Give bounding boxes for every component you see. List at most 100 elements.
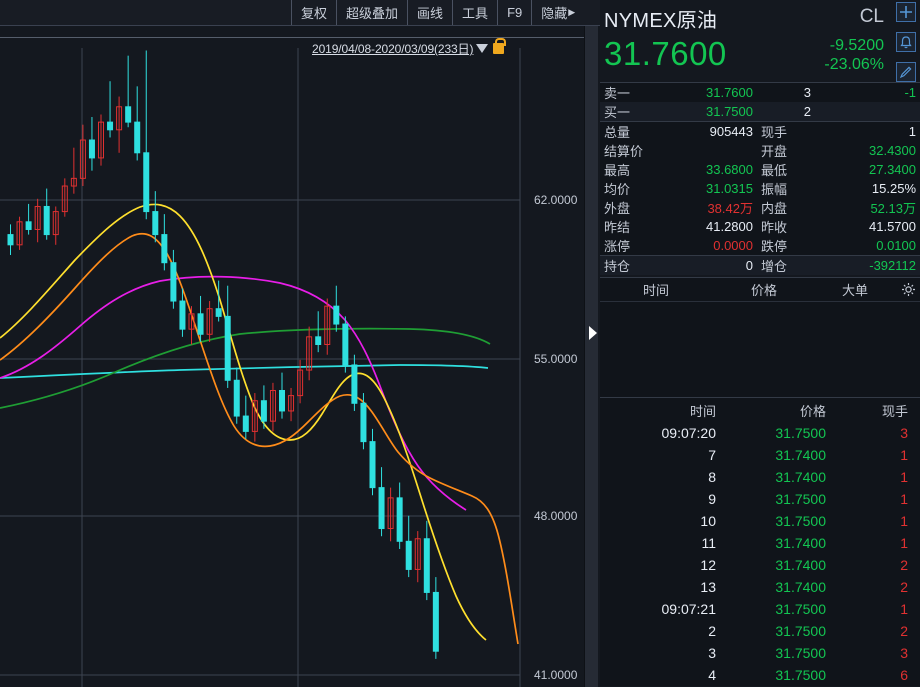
tick-volume: 1 [900, 447, 908, 463]
row-label-2: 昨收 [761, 220, 788, 235]
candle-body [170, 262, 177, 302]
candle-body [152, 211, 159, 236]
column-header-time: 时间 [689, 403, 716, 419]
row-value-2: 0.0100 [876, 238, 916, 253]
row-value-2: 41.5700 [869, 219, 916, 234]
row-value-2 [815, 102, 920, 122]
tick-volume: 3 [900, 425, 908, 441]
candle-body [324, 305, 331, 345]
tick-time: 7 [708, 447, 716, 463]
y-axis-label-3: 41.0000 [534, 668, 578, 682]
tick-time: 11 [701, 535, 716, 551]
ma-line-yellow [0, 203, 487, 641]
candle-body [43, 205, 50, 236]
toolbar-item-f9[interactable]: F9 [498, 0, 533, 25]
ma-line-orange [0, 232, 519, 645]
toolbar-item-fuquan[interactable]: 复权 [292, 0, 338, 25]
row-value-2: 27.3400 [869, 162, 916, 177]
toolbar-item-tools[interactable]: 工具 [453, 0, 499, 25]
row-label-2: 开盘 [761, 144, 788, 159]
ma-line-cyan [0, 364, 489, 379]
panel-splitter[interactable] [584, 26, 598, 687]
add-icon[interactable] [896, 2, 916, 22]
tick-row: 12 31.7400 2 [600, 554, 920, 576]
tick-time: 9 [708, 491, 716, 507]
tick-rows-container: 09:07:20 31.7500 3 7 31.7400 1 8 31.7400 1 9 31.75… [600, 422, 920, 686]
tick-list-header: 时间 价格 现手 [600, 398, 920, 422]
chart-panel[interactable]: 2019/04/08-2020/03/09(233日) [0, 26, 598, 687]
tick-list[interactable]: 时间 价格 现手 09:07:20 31.7500 3 7 31.7400 1 8 31.74… [600, 397, 920, 686]
chevron-down-icon[interactable] [476, 44, 489, 53]
candle-body [242, 415, 249, 432]
candle-body [107, 121, 114, 131]
date-range-selector[interactable]: 2019/04/08-2020/03/09(233日) [312, 38, 507, 57]
expand-right-icon[interactable] [589, 326, 597, 340]
instrument-code: CL [859, 6, 884, 27]
ma-lines [0, 203, 519, 645]
candle-body [197, 313, 204, 335]
row-label-2: 振幅 [761, 182, 788, 197]
edit-pencil-icon[interactable] [896, 62, 916, 82]
alarm-bell-icon[interactable] [896, 32, 916, 52]
row-value-2: 52.13万 [870, 201, 916, 216]
candlesticks [7, 50, 439, 659]
candle-body [360, 402, 367, 443]
tick-price: 31.7500 [775, 667, 826, 683]
table-row-ask1: 卖一 31.7600 3 -1 [600, 82, 920, 102]
candle-body [143, 152, 150, 213]
toolbar-item-label: 画线 [417, 6, 444, 21]
candle-body [88, 139, 95, 159]
candle-body [134, 121, 141, 154]
instrument-name: NYMEX原油 [604, 10, 718, 32]
row-value-2: 1 [908, 124, 916, 139]
tick-row: 09:07:21 31.7500 1 [600, 598, 920, 620]
tick-volume: 1 [900, 535, 908, 551]
tick-price: 31.7500 [775, 513, 826, 529]
tick-price: 31.7500 [775, 491, 826, 507]
row-label: 持仓 [604, 259, 631, 274]
candle-body [396, 497, 403, 542]
panel-action-icons [896, 2, 918, 92]
row-label-2: 2 [803, 104, 811, 119]
toolbar-item-superoverlay[interactable]: 超级叠加 [337, 0, 409, 25]
table-row-open-interest: 持仓 0 增仓 -392112 [600, 255, 920, 275]
chart-svg [0, 48, 521, 687]
row-label: 买一 [604, 105, 631, 120]
candle-body [306, 336, 313, 371]
gear-icon[interactable] [901, 282, 916, 300]
candle-body [98, 121, 104, 159]
candle-body [233, 379, 240, 417]
toolbar-item-hide[interactable]: 隐藏 ▶ [532, 0, 584, 25]
candle-body [215, 308, 222, 317]
candle-body [161, 234, 168, 264]
table-row-limit-up-down: 涨停 0.0000 跌停 0.0100 [600, 236, 920, 256]
last-price: 31.7600 [604, 35, 727, 72]
row-value: 31.0315 [706, 181, 753, 196]
tick-time: 09:07:21 [661, 601, 717, 617]
tick-volume: 1 [900, 469, 908, 485]
tick-row: 7 31.7400 1 [600, 444, 920, 466]
row-value: 905443 [709, 124, 753, 139]
candle-body [405, 540, 412, 570]
big-orders-panel[interactable]: 时间 价格 大单 [600, 277, 920, 397]
row-value: 31.7600 [706, 85, 753, 100]
lock-icon[interactable] [493, 38, 507, 54]
y-axis-label-0: 62.0000 [534, 193, 578, 207]
quote-panel: NYMEX原油 CL 31.7600 -9.5200 -23.06% [600, 0, 920, 687]
y-axis-label-2: 48.0000 [534, 509, 578, 523]
column-header-price: 价格 [750, 283, 777, 298]
candle-body [206, 308, 213, 335]
tick-time: 12 [700, 557, 716, 573]
candle-body [423, 538, 430, 593]
tick-time: 10 [700, 513, 716, 529]
row-label: 昨结 [604, 220, 631, 235]
candlestick-plot[interactable]: 62.0000 55.0000 48.0000 41.0000 [0, 48, 598, 687]
tick-row: 13 31.7400 2 [600, 576, 920, 598]
candle-body [269, 390, 276, 422]
table-row-outer-inner: 外盘 38.42万 内盘 52.13万 [600, 198, 920, 217]
toolbar-item-drawline[interactable]: 画线 [408, 0, 454, 25]
tick-row: 2 31.7500 2 [600, 620, 920, 642]
candle-body [52, 211, 59, 236]
row-label-2: 增仓 [761, 259, 788, 274]
candle-body [342, 323, 349, 366]
